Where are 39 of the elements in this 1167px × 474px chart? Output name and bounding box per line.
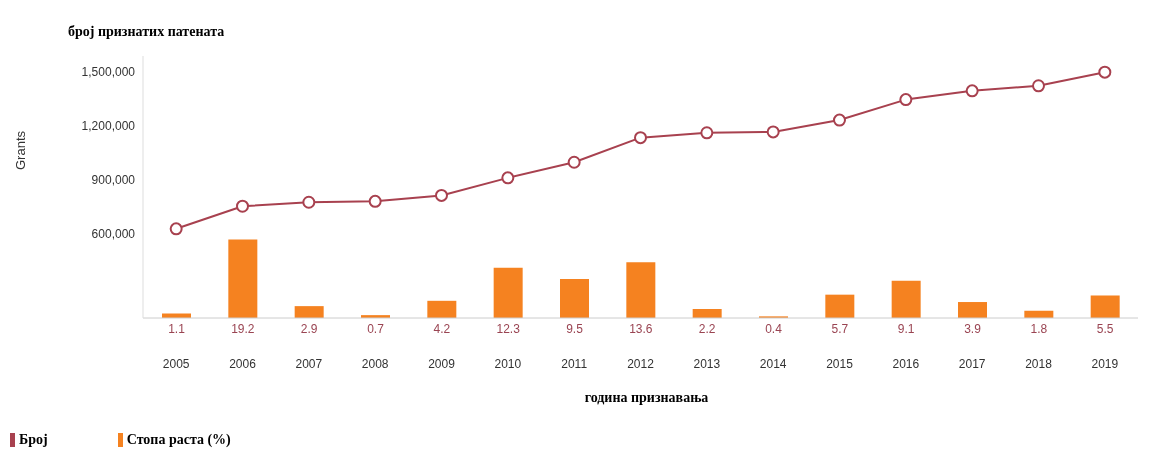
x-tick-label: 2015 xyxy=(826,357,854,371)
data-label: 9.1 xyxy=(897,322,915,336)
x-tick-label: 2006 xyxy=(229,357,257,371)
x-tick-label: 2011 xyxy=(561,357,588,371)
chart-title: број признатих патената xyxy=(68,24,225,40)
x-tick-label: 2019 xyxy=(1091,357,1119,371)
x-tick-label: 2009 xyxy=(428,357,456,371)
data-label: 9.5 xyxy=(566,322,584,336)
data-label: 0.4 xyxy=(765,322,783,336)
x-tick-label: 2008 xyxy=(361,357,389,371)
data-label: 1.1 xyxy=(168,322,186,336)
data-label: 3.9 xyxy=(964,322,982,336)
y-tick-label: 1,200,000 xyxy=(81,119,136,134)
data-label: 1.8 xyxy=(1030,322,1048,336)
data-label: 5.5 xyxy=(1096,322,1114,336)
data-label: 13.6 xyxy=(629,322,653,336)
x-tick-label: 2014 xyxy=(759,357,787,371)
x-tick-label: 2007 xyxy=(295,357,323,371)
y-tick-label: 900,000 xyxy=(91,173,136,188)
data-label: 2.2 xyxy=(698,322,716,336)
data-label: 2.9 xyxy=(300,322,318,336)
x-tick-label: 2010 xyxy=(494,357,522,371)
x-tick-label: 2016 xyxy=(892,357,920,371)
data-label: 19.2 xyxy=(231,322,255,336)
x-tick-label: 2018 xyxy=(1025,357,1053,371)
y-tick-label: 1,500,000 xyxy=(81,65,136,80)
data-label: 12.3 xyxy=(496,322,521,336)
y-tick-label: 600,000 xyxy=(91,226,136,241)
data-label: 0.7 xyxy=(367,322,385,336)
y-axis-title: Grants xyxy=(12,130,28,170)
x-axis-title: година признавања xyxy=(583,390,710,406)
data-label: 4.2 xyxy=(433,322,451,336)
x-tick-label: 2005 xyxy=(162,357,190,371)
legend-label: Стопа раста (%) xyxy=(125,432,231,448)
x-tick-label: 2012 xyxy=(627,357,655,371)
legend-label: Број xyxy=(18,432,48,448)
data-label: 5.7 xyxy=(831,322,849,336)
x-tick-label: 2017 xyxy=(958,357,986,371)
x-tick-label: 2013 xyxy=(693,357,721,371)
